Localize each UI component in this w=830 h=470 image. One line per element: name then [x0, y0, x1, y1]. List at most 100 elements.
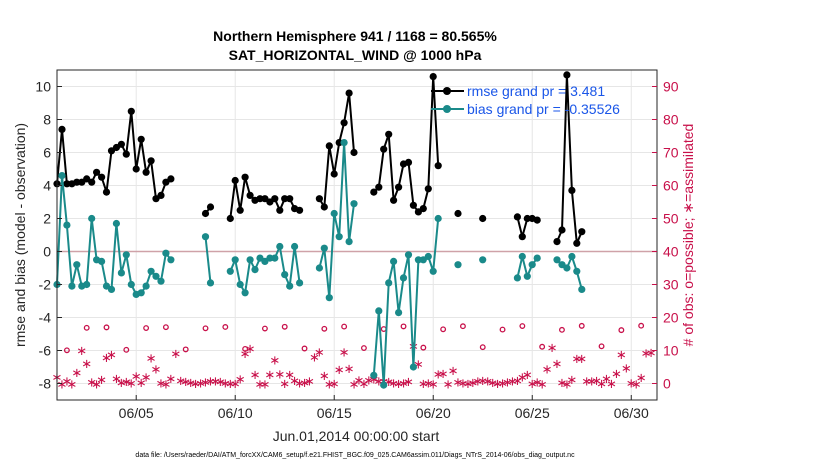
assimilated-count-marker: ∗	[136, 376, 147, 391]
assimilated-count-marker: ∗	[542, 362, 553, 377]
assimilated-count-marker: ∗	[66, 377, 77, 392]
rmse-point	[226, 214, 234, 223]
bias-point	[533, 254, 541, 262]
assimilated-count-marker: ∗	[101, 351, 112, 366]
assimilated-count-marker: ∗	[383, 375, 394, 390]
possible-count-marker	[400, 323, 407, 330]
assimilated-count-marker: ∗	[467, 376, 478, 391]
assimilated-count-marker: ∗	[274, 368, 285, 383]
bias-point	[320, 244, 328, 252]
assimilated-count-marker: ∗	[566, 373, 577, 388]
bias-point	[409, 363, 417, 371]
possible-count-marker	[440, 326, 447, 333]
bias-point	[573, 267, 581, 275]
rmse-point	[98, 173, 106, 181]
assimilated-count-marker: ∗	[354, 373, 365, 388]
assimilated-count-marker: ∗	[86, 376, 97, 391]
assimilated-count-marker: ∗	[225, 377, 236, 392]
bias-point	[429, 267, 437, 275]
rmse-point	[573, 239, 581, 247]
assimilated-count-marker: ∗	[299, 376, 310, 391]
bias-point	[246, 256, 254, 264]
assimilated-count-marker: ∗	[116, 376, 127, 391]
assimilated-count-marker: ∗	[324, 377, 335, 392]
bias-point	[206, 279, 215, 287]
assimilated-count-marker: ∗	[502, 376, 513, 391]
rmse-point	[479, 214, 487, 223]
assimilated-count-marker: ∗	[403, 375, 414, 390]
legend-rmse-marker	[443, 87, 451, 95]
bias-point	[281, 271, 289, 279]
assimilated-count-marker: ∗	[61, 375, 72, 390]
possible-count-marker	[420, 344, 427, 351]
rmse-point	[513, 213, 522, 221]
assimilated-count-marker: ∗	[309, 351, 320, 366]
bias-point	[330, 209, 338, 218]
assimilated-count-marker: ∗	[289, 374, 300, 389]
rmse-point	[63, 180, 71, 188]
assimilated-count-marker: ∗	[398, 376, 409, 391]
assimilated-count-marker: ∗	[230, 377, 241, 392]
possible-count-marker	[559, 326, 565, 333]
possible-count-marker	[202, 325, 209, 332]
data-file-footer: data file: /Users/raeder/DAI/ATM_forcXX/…	[135, 452, 575, 459]
legend-item-bias: bias grand pr = -0.35526	[431, 101, 620, 117]
legend-bias-marker	[443, 105, 451, 113]
bias-point	[122, 251, 130, 259]
rmse-point	[419, 205, 427, 213]
rmse-point	[236, 206, 244, 214]
bias-point	[375, 307, 383, 315]
rmse-point	[533, 216, 541, 224]
bias-point	[380, 381, 388, 389]
bias-point	[83, 280, 91, 289]
assimilated-count-marker: ∗	[269, 354, 280, 369]
bias-point	[276, 242, 284, 251]
rmse-point	[320, 203, 328, 211]
bias-point	[157, 277, 165, 285]
rmse-point	[340, 119, 348, 127]
possible-count-marker	[182, 346, 189, 353]
bias-line	[318, 141, 355, 299]
assimilated-count-marker: ∗	[611, 367, 622, 382]
y-tick-label: 8	[43, 112, 51, 128]
assimilated-count-marker: ∗	[156, 377, 167, 392]
rmse-point	[122, 150, 130, 158]
rmse-point	[434, 162, 442, 170]
bias-point	[454, 261, 462, 269]
rmse-point	[380, 145, 388, 153]
assimilated-count-marker: ∗	[418, 377, 429, 392]
y-tick-label: -8	[39, 376, 52, 392]
assimilated-count-marker: ∗	[507, 375, 518, 390]
bias-line	[372, 218, 440, 387]
assimilated-count-marker: ∗	[71, 366, 82, 381]
assimilated-count-marker: ∗	[462, 377, 473, 392]
assimilated-count-marker: ∗	[304, 375, 315, 390]
possible-count-marker	[519, 323, 526, 329]
assimilated-count-marker: ∗	[190, 377, 201, 392]
possible-count-marker	[83, 324, 90, 331]
bias-point	[58, 172, 66, 180]
assimilated-count-marker: ∗	[606, 377, 617, 392]
rmse-point	[370, 188, 378, 196]
rmse-point	[350, 148, 358, 157]
bias-point	[226, 267, 234, 275]
assimilated-count-marker: ∗	[264, 368, 275, 383]
bias-point	[107, 285, 116, 293]
assimilated-count-marker: ∗	[255, 377, 266, 392]
assimilated-count-marker: ∗	[210, 374, 221, 389]
chart-subtitle: SAT_HORIZONTAL_WIND @ 1000 hPa	[229, 47, 482, 63]
y-tick-label: 0	[43, 244, 51, 260]
assimilated-count-marker: ∗	[576, 352, 587, 367]
bias-point	[162, 249, 170, 257]
rmse-point	[325, 142, 333, 150]
assimilated-count-marker: ∗	[586, 375, 597, 390]
bias-point	[385, 279, 393, 287]
right-axis-label: # of obs: o=possible; ∗=assimilated	[680, 124, 696, 347]
possible-count-marker	[281, 323, 288, 330]
assimilated-count-marker: ∗	[552, 357, 563, 372]
rmse-point	[429, 73, 437, 81]
bias-point	[291, 242, 299, 251]
right-axis-ticks: 0 10 20 30 40 50 60 70 80 90	[652, 79, 679, 392]
assimilated-count-marker: ∗	[205, 374, 216, 389]
possible-count-marker	[598, 343, 605, 350]
